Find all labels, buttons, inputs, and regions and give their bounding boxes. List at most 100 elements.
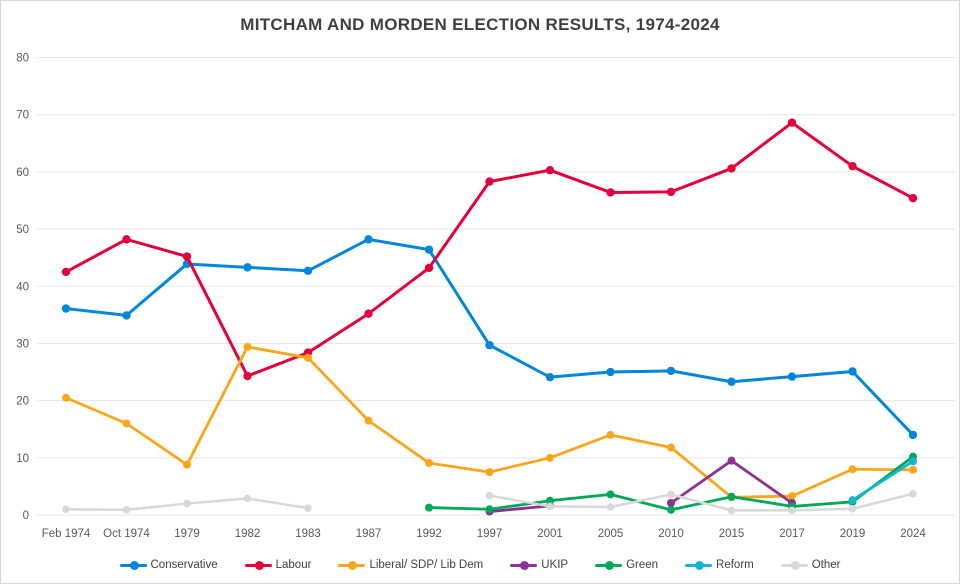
point-liberal-sdp-lib-dem-1983 xyxy=(304,353,312,362)
series-labour xyxy=(61,118,918,381)
series-liberal-sdp-lib-dem xyxy=(62,342,917,502)
y-tick-label: 40 xyxy=(16,281,29,293)
legend-item-conservative: Conservative xyxy=(119,559,218,571)
legend-marker-icon xyxy=(595,560,623,570)
point-green-2001 xyxy=(546,496,554,505)
legend-marker-icon xyxy=(119,560,147,570)
point-other-1983 xyxy=(304,504,312,512)
point-conservative-2005 xyxy=(606,367,615,377)
point-liberal-sdp-lib-dem-2024 xyxy=(909,465,917,474)
legend-item-reform: Reform xyxy=(685,559,754,571)
point-other-2005 xyxy=(606,503,615,511)
legend-marker-icon xyxy=(685,560,713,570)
series-line-other xyxy=(488,492,915,512)
point-labour-oct-1974 xyxy=(122,235,131,244)
chart-legend: Conservative Labour Liberal/ SDP/ Lib Dem U… xyxy=(1,559,959,571)
point-labour-1987 xyxy=(364,309,373,318)
legend-label: Other xyxy=(811,559,841,571)
point-labour-2019 xyxy=(848,161,857,171)
point-conservative-1992 xyxy=(424,245,434,254)
point-labour-2010 xyxy=(666,187,676,197)
point-conservative-2001 xyxy=(545,372,555,382)
y-tick-label: 70 xyxy=(16,110,29,122)
point-liberal-sdp-lib-dem-oct-1974 xyxy=(122,419,131,428)
data-series xyxy=(61,118,918,516)
legend-label: UKIP xyxy=(541,559,569,571)
x-tick-label-1979: 1979 xyxy=(174,528,200,540)
point-liberal-sdp-lib-dem-feb-1974 xyxy=(62,393,70,402)
point-conservative-2024 xyxy=(908,430,918,440)
point-other-oct-1974 xyxy=(122,506,131,514)
legend-label: Liberal/ SDP/ Lib Dem xyxy=(369,559,484,571)
point-other-2001 xyxy=(546,502,554,511)
point-labour-1979 xyxy=(182,252,192,261)
point-reform-2024 xyxy=(909,457,917,466)
point-labour-feb-1974 xyxy=(61,267,71,277)
legend-marker-icon xyxy=(510,560,538,570)
point-conservative-2015 xyxy=(727,377,736,386)
y-axis-labels: 0 10 20 30 40 50 60 70 80 xyxy=(16,53,29,523)
x-tick-label-1997: 1997 xyxy=(477,528,503,540)
x-tick-label-2024: 2024 xyxy=(900,528,926,540)
point-conservative-1982 xyxy=(243,263,252,272)
point-labour-2024 xyxy=(908,193,918,203)
point-other-2024 xyxy=(909,490,917,498)
series-reform xyxy=(848,457,917,505)
legend-label: Labour xyxy=(275,559,312,571)
point-conservative-feb-1974 xyxy=(61,304,71,313)
point-labour-1992 xyxy=(424,263,434,273)
point-liberal-sdp-lib-dem-1997 xyxy=(485,468,494,477)
point-liberal-sdp-lib-dem-1979 xyxy=(183,460,191,469)
y-tick-label: 0 xyxy=(23,510,29,522)
point-ukip-2010 xyxy=(667,498,675,507)
x-tick-label-2010: 2010 xyxy=(658,528,684,540)
point-conservative-2019 xyxy=(848,367,857,376)
series-other xyxy=(62,490,917,515)
series-line-labour xyxy=(64,121,915,378)
point-green-1997 xyxy=(485,505,494,514)
legend-marker-icon xyxy=(780,560,808,570)
y-tick-label: 60 xyxy=(16,167,29,179)
y-tick-label: 80 xyxy=(16,53,29,65)
x-tick-label-1992: 1992 xyxy=(416,528,442,540)
y-tick-label: 30 xyxy=(16,338,29,350)
point-liberal-sdp-lib-dem-2010 xyxy=(667,443,675,452)
point-other-2017 xyxy=(788,506,796,515)
legend-item-labour: Labour xyxy=(244,559,312,571)
legend-item-green: Green xyxy=(595,559,658,571)
point-reform-2019 xyxy=(848,496,857,505)
gridlines xyxy=(37,57,955,516)
point-green-2015 xyxy=(727,492,736,501)
point-liberal-sdp-lib-dem-2019 xyxy=(848,465,857,474)
y-tick-label: 50 xyxy=(16,224,29,236)
point-other-2015 xyxy=(727,506,736,515)
x-axis-labels: Feb 1974 Oct 1974 1979 1982 1983 1987 1992 1997… xyxy=(42,528,927,540)
series-line-reform xyxy=(851,459,915,502)
point-liberal-sdp-lib-dem-1987 xyxy=(364,416,373,425)
point-conservative-2017 xyxy=(787,372,797,381)
x-tick-label-2005: 2005 xyxy=(598,528,624,540)
point-conservative-oct-1974 xyxy=(122,311,131,320)
legend-item-other: Other xyxy=(780,559,841,571)
point-conservative-2010 xyxy=(666,366,676,376)
point-other-1997 xyxy=(485,491,494,500)
point-green-1992 xyxy=(425,503,433,512)
point-other-feb-1974 xyxy=(62,505,70,514)
point-labour-1982 xyxy=(243,371,252,381)
point-ukip-2015 xyxy=(727,456,736,465)
point-other-1979 xyxy=(183,499,191,508)
point-conservative-1997 xyxy=(485,340,494,350)
point-labour-2015 xyxy=(727,164,736,173)
point-liberal-sdp-lib-dem-1992 xyxy=(425,458,433,467)
point-green-2005 xyxy=(606,490,615,499)
point-liberal-sdp-lib-dem-2017 xyxy=(788,492,796,501)
series-line-ukip xyxy=(488,504,552,513)
x-tick-label-1982: 1982 xyxy=(235,528,261,540)
point-labour-2001 xyxy=(545,165,555,175)
x-tick-label-1987: 1987 xyxy=(356,528,382,540)
point-green-2010 xyxy=(667,505,675,514)
point-labour-2005 xyxy=(606,188,615,197)
x-tick-label-2001: 2001 xyxy=(537,528,563,540)
legend-marker-icon xyxy=(244,560,272,570)
